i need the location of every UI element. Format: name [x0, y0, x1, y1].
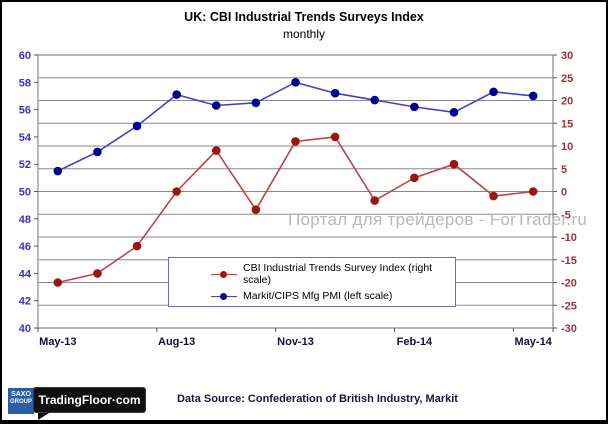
data-point: [410, 102, 419, 112]
right-axis-label: -30: [561, 323, 577, 335]
data-source-note: Data Source: Confederation of British In…: [177, 393, 458, 405]
data-point: [449, 159, 459, 169]
right-axis-label: 10: [561, 141, 573, 153]
data-point: [291, 78, 300, 87]
saxo-group-logo: SAXO GROUP: [8, 388, 34, 414]
data-point: [53, 278, 63, 287]
saxo-group-text: GROUP: [9, 399, 32, 406]
data-point: [172, 90, 181, 99]
right-axis-label: -15: [561, 255, 577, 267]
right-axis-label: -10: [561, 232, 577, 244]
series-line: [57, 81, 534, 172]
x-axis-label: May-14: [515, 336, 553, 348]
left-axis-label: 54: [19, 132, 32, 144]
left-axis-label: 52: [19, 159, 31, 171]
data-point: [449, 108, 459, 117]
data-point: [489, 87, 498, 97]
right-axis-label: 15: [561, 118, 573, 130]
x-axis-label: Nov-13: [277, 336, 314, 348]
legend-marker-pmi-icon: [211, 292, 237, 301]
data-point: [330, 88, 340, 98]
data-point: [132, 121, 142, 131]
x-axis: May-13 Aug-13 Nov-13 Feb-14 May-14: [37, 328, 554, 348]
right-axis: 30 25 20 15 10 5 0 -5 -10 -15 -20 -25 -30: [553, 50, 577, 335]
left-axis-label: 56: [19, 105, 31, 117]
right-axis-label: -25: [561, 300, 577, 312]
data-point: [132, 241, 142, 251]
data-point: [410, 173, 419, 183]
chart-subtitle: monthly: [282, 27, 326, 41]
left-axis-label: 58: [19, 77, 31, 89]
tradingfloor-logo: SAXO GROUP TradingFloor·com: [8, 387, 148, 420]
series-pmi: [53, 78, 538, 176]
left-axis-label: 46: [19, 241, 31, 253]
legend: CBI Industrial Trends Survey Index (righ…: [168, 257, 456, 307]
right-axis-label: 5: [561, 164, 567, 176]
data-point: [528, 91, 538, 101]
data-point: [172, 187, 181, 196]
left-axis: 60 58 56 54 52 50 48 46 44 42 40: [19, 50, 38, 335]
saxo-logo-text: SAXO: [11, 391, 31, 398]
right-axis-label: 0: [561, 187, 567, 199]
legend-label-pmi: Markit/CIPS Mfg PMI (left scale): [243, 290, 393, 302]
left-axis-label: 40: [19, 323, 31, 335]
right-axis-label: -5: [561, 209, 571, 221]
right-axis-label: 25: [561, 73, 573, 85]
data-point: [93, 269, 102, 278]
left-axis-label: 48: [19, 214, 31, 226]
data-point: [211, 146, 221, 155]
speech-bubble-tail-icon: [38, 413, 49, 420]
series-cbi: [53, 132, 538, 287]
right-axis-label: 30: [561, 50, 573, 62]
data-point: [93, 147, 102, 157]
chart-title: UK: CBI Industrial Trends Surveys Index: [184, 10, 424, 24]
legend-label-cbi: CBI Industrial Trends Survey Index (righ…: [243, 262, 433, 286]
data-point: [251, 98, 261, 108]
data-point: [211, 101, 221, 110]
data-point: [251, 205, 261, 214]
right-axis-label: 20: [561, 96, 573, 108]
left-axis-label: 42: [19, 296, 31, 308]
data-point: [489, 191, 498, 201]
x-axis-label: Aug-13: [158, 336, 195, 348]
x-axis-label: Feb-14: [397, 336, 433, 348]
left-axis-label: 44: [19, 268, 32, 280]
left-axis-label: 50: [19, 187, 31, 199]
left-axis-label: 60: [19, 50, 31, 62]
data-point: [370, 95, 380, 105]
legend-item-pmi: Markit/CIPS Mfg PMI (left scale): [211, 290, 455, 302]
tradingfloor-wordmark: TradingFloor·com: [33, 387, 146, 413]
right-axis-label: -20: [561, 278, 577, 290]
legend-marker-cbi-icon: [211, 270, 237, 279]
watermark: Портал для трейдеров - ForTrader.ru: [288, 210, 588, 229]
data-point: [370, 196, 380, 205]
legend-item-cbi: CBI Industrial Trends Survey Index (righ…: [211, 262, 455, 286]
data-point: [330, 132, 340, 142]
data-point: [291, 137, 300, 146]
data-point: [53, 166, 63, 176]
data-point: [528, 187, 538, 196]
x-axis-label: May-13: [39, 336, 76, 348]
